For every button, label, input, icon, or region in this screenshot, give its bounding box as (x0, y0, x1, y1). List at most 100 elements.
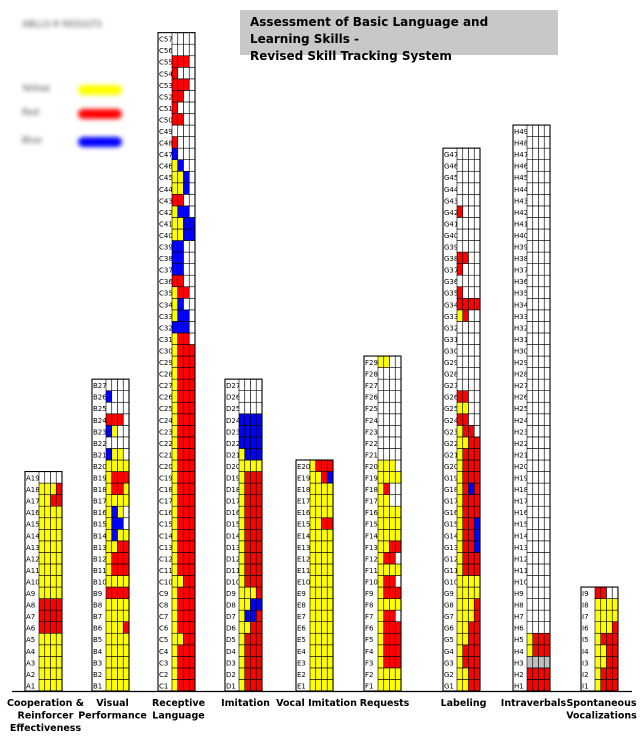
row-label: G32 (444, 324, 458, 332)
skill-cell (526, 552, 534, 565)
skill-cell (600, 667, 607, 680)
skill-cell (122, 575, 130, 588)
row-label: F14 (365, 532, 378, 540)
skill-cell (538, 159, 545, 172)
skill-cell (188, 459, 196, 472)
skill-cell (321, 598, 328, 611)
skill-cell (315, 528, 322, 542)
skill-cell (117, 390, 124, 403)
skill-cell (244, 425, 251, 438)
row-label: H23 (514, 428, 528, 436)
skill-cell (117, 575, 124, 588)
skill-cell (594, 621, 602, 634)
skill-cell (117, 540, 124, 553)
row-label: C47 (159, 151, 173, 159)
skill-cell (538, 413, 545, 426)
skill-cell (44, 505, 51, 519)
skill-cell (389, 413, 396, 426)
skill-cell (238, 586, 246, 599)
skill-cell (183, 436, 190, 449)
skill-cell (526, 228, 534, 241)
skill-cell (321, 679, 328, 692)
skill-cell (255, 598, 263, 611)
skill-cell (250, 471, 257, 484)
skill-cell (111, 459, 118, 472)
row-label: H7 (514, 613, 524, 621)
skill-cell (255, 459, 263, 472)
skill-cell (122, 632, 130, 646)
skill-cell (238, 390, 246, 403)
row-label: G39 (444, 244, 458, 252)
skill-cell (50, 598, 57, 611)
skill-cell (456, 344, 464, 357)
skill-cell (456, 332, 464, 345)
skill-cell (111, 378, 118, 391)
skill-cell (105, 679, 113, 692)
skill-cell (473, 401, 481, 415)
column-frame (224, 378, 263, 692)
skill-cell (183, 471, 190, 484)
row-label: H47 (514, 151, 528, 159)
skill-cell (171, 78, 179, 91)
skill-cell (468, 251, 475, 264)
skill-cell (543, 124, 551, 137)
row-label: C33 (159, 313, 173, 321)
row-label: D9 (226, 590, 236, 598)
skill-cell (394, 482, 402, 495)
skill-cell (177, 459, 184, 472)
row-label: F7 (365, 613, 373, 621)
skill-cell (188, 297, 196, 311)
skill-cell (538, 575, 545, 588)
skill-cell (532, 309, 539, 322)
skill-cell (543, 540, 551, 553)
skill-cell (538, 240, 545, 253)
row-label: H19 (514, 475, 528, 483)
skill-cell (538, 528, 545, 542)
skill-cell (250, 667, 257, 680)
skill-cell (462, 471, 469, 484)
skill-cell (55, 667, 63, 680)
skill-cell (171, 43, 179, 57)
skill-cell (456, 505, 464, 519)
skill-cell (600, 621, 607, 634)
skill-cell (188, 228, 196, 241)
row-label: D2 (226, 671, 236, 679)
row-label: G24 (444, 417, 459, 425)
skill-cell (473, 355, 481, 368)
skill-cell (532, 575, 539, 588)
skill-cell (171, 136, 179, 149)
skill-cell (255, 482, 263, 495)
row-label: H21 (514, 451, 528, 459)
skill-cell (244, 679, 251, 692)
skill-cell (526, 124, 534, 137)
skill-cell (473, 482, 481, 495)
skill-cell (394, 436, 402, 449)
skill-cell (122, 378, 130, 391)
skill-cell (394, 621, 402, 634)
skill-cell (183, 598, 190, 611)
skill-cell (117, 644, 124, 657)
skill-cell (250, 679, 257, 692)
skill-cell (532, 136, 539, 149)
skill-cell (538, 471, 545, 484)
row-label: B5 (93, 636, 102, 644)
skill-cell (183, 609, 190, 623)
skill-cell (171, 528, 179, 542)
skill-cell (394, 517, 402, 530)
skill-cell (468, 378, 475, 391)
skill-cell (468, 159, 475, 172)
skill-cell (55, 644, 63, 657)
skill-cell (473, 448, 481, 461)
skill-cell (538, 552, 545, 565)
skill-cell (188, 494, 196, 507)
skill-cell (321, 528, 328, 542)
skill-cell (538, 609, 545, 623)
skill-cell (468, 355, 475, 368)
skill-cell (117, 482, 124, 495)
skill-cell (111, 632, 118, 646)
skill-cell (526, 217, 534, 230)
skill-cell (389, 401, 396, 415)
skill-cell (44, 494, 51, 507)
skill-cell (538, 390, 545, 403)
skill-cell (462, 436, 469, 449)
